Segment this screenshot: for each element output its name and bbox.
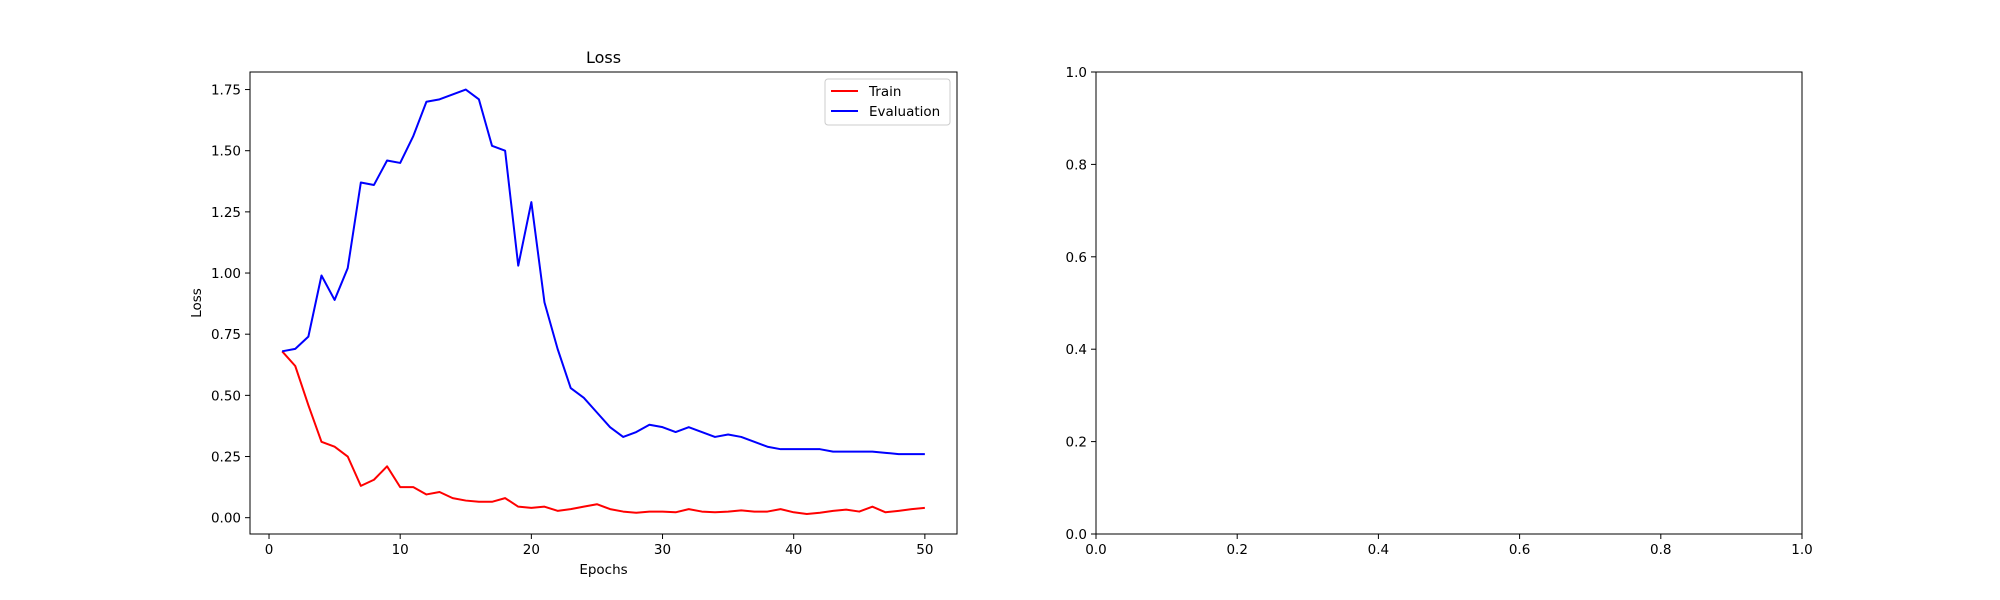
series-evaluation-line xyxy=(281,88,925,456)
legend-evaluation-label: Evaluation xyxy=(869,104,940,120)
empty-chart-y-tick-label: 0.0 xyxy=(1066,527,1087,543)
loss-chart-y-tick-label: 0.50 xyxy=(211,388,241,404)
empty-chart: 0.0 0.2 0.4 0.6 0.8 1.0 0.0 0.2 0.4 0.6 0.8 1.0 xyxy=(1066,65,1813,558)
empty-chart-x-tick-label: 0.0 xyxy=(1085,542,1106,558)
loss-chart-y-tick-label: 1.50 xyxy=(211,144,241,160)
loss-chart-y-tick-label: 1.75 xyxy=(211,83,241,99)
empty-chart-plot-area xyxy=(1096,72,1802,534)
loss-chart-x-tick-label: 50 xyxy=(916,542,933,558)
empty-chart-y-tick-label: 0.8 xyxy=(1066,157,1087,173)
empty-chart-x-tick-label: 0.4 xyxy=(1368,542,1389,558)
loss-chart-x-axis: 0 10 20 30 40 50 xyxy=(265,534,933,558)
loss-chart-x-tick-label: 10 xyxy=(392,542,409,558)
loss-chart-y-tick-label: 0.75 xyxy=(211,327,241,343)
loss-chart-y-tick-label: 0.00 xyxy=(211,511,241,527)
loss-chart-plot-area xyxy=(250,72,957,534)
loss-chart-y-tick-label: 0.25 xyxy=(211,450,241,466)
empty-chart-y-tick-label: 1.0 xyxy=(1066,65,1087,81)
loss-chart-x-tick-label: 20 xyxy=(523,542,540,558)
empty-chart-frame xyxy=(1095,71,1803,535)
loss-chart-y-tick-label: 1.00 xyxy=(211,266,241,282)
loss-chart-y-axis: 0.00 0.25 0.50 0.75 1.00 1.25 1.50 1.75 xyxy=(211,83,250,527)
series-train-line xyxy=(281,350,925,516)
loss-chart-frame xyxy=(249,71,958,535)
empty-chart-x-tick-label: 0.8 xyxy=(1650,542,1671,558)
empty-chart-y-axis: 0.0 0.2 0.4 0.6 0.8 1.0 xyxy=(1066,65,1096,543)
empty-chart-x-axis: 0.0 0.2 0.4 0.6 0.8 1.0 xyxy=(1085,534,1813,558)
loss-chart-y-tick-label: 1.25 xyxy=(211,205,241,221)
loss-chart-legend: Train Evaluation xyxy=(824,78,951,126)
loss-chart-x-tick-label: 0 xyxy=(265,542,274,558)
empty-chart-x-tick-label: 1.0 xyxy=(1791,542,1812,558)
empty-chart-x-tick-label: 0.6 xyxy=(1509,542,1530,558)
legend-train-label: Train xyxy=(868,84,901,100)
loss-chart-series-group xyxy=(281,88,925,516)
loss-chart-x-tick-label: 30 xyxy=(654,542,671,558)
empty-chart-y-tick-label: 0.2 xyxy=(1066,435,1087,451)
empty-chart-x-tick-label: 0.2 xyxy=(1226,542,1247,558)
empty-chart-y-tick-label: 0.6 xyxy=(1066,250,1087,266)
loss-chart-title: Loss xyxy=(586,48,621,67)
loss-chart-y-axis-label: Loss xyxy=(189,288,205,318)
loss-chart-x-tick-label: 40 xyxy=(785,542,802,558)
empty-chart-y-tick-label: 0.4 xyxy=(1066,342,1087,358)
loss-chart: 0 10 20 30 40 50 0.00 0.25 0.50 0.75 1.00 1.25 1.50… xyxy=(189,48,958,578)
loss-chart-x-axis-label: Epochs xyxy=(579,562,627,578)
